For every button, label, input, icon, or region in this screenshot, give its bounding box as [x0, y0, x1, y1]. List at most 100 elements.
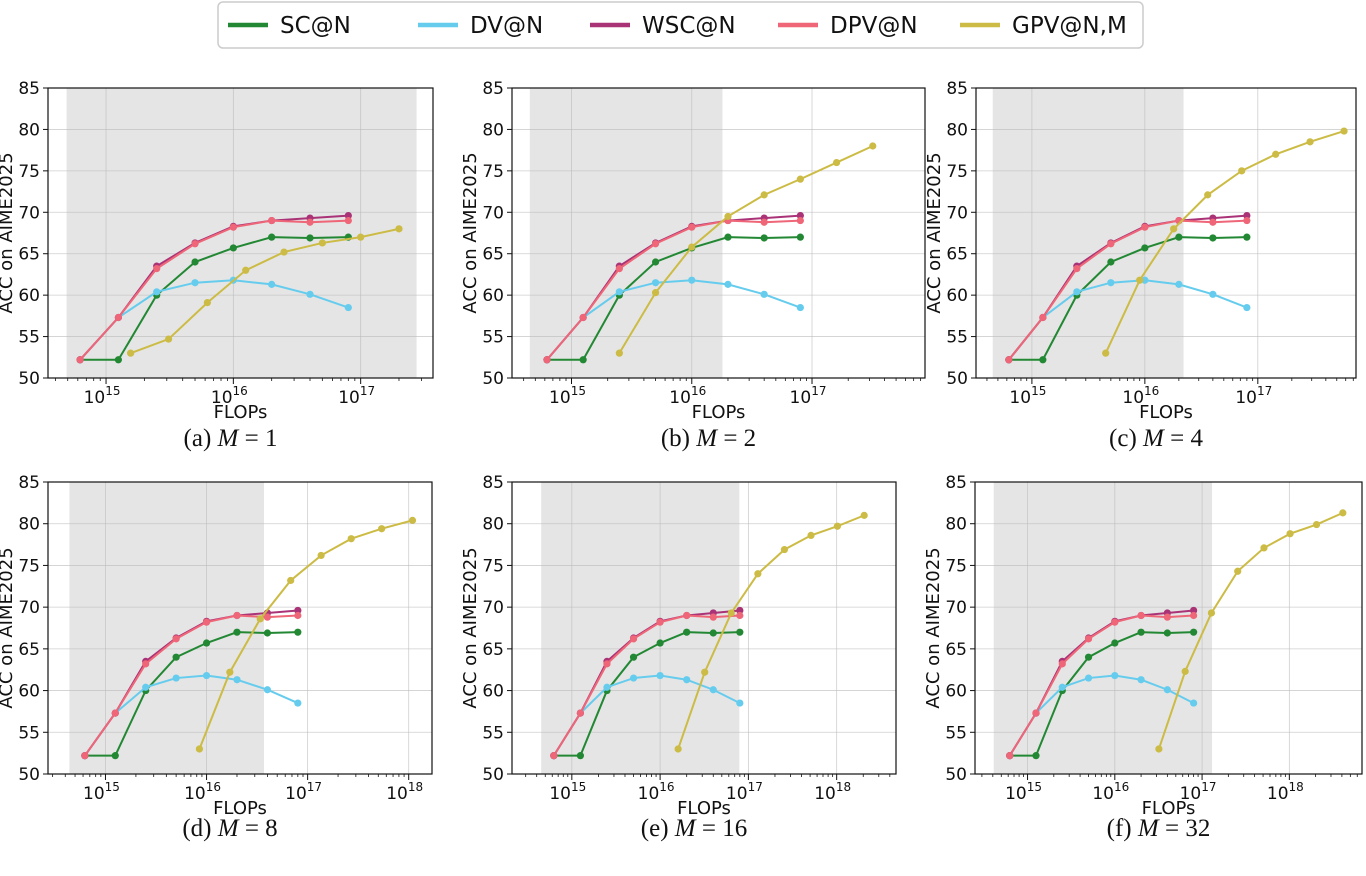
y-tick-label: 85	[482, 79, 504, 99]
data-point-sc	[709, 629, 717, 637]
caption-equals: =	[239, 815, 266, 842]
caption-equals: =	[717, 425, 744, 452]
data-point-dpv	[233, 611, 241, 620]
x-tick-label: 1016	[184, 780, 221, 804]
caption-equals: =	[1159, 815, 1186, 842]
y-tick-label: 85	[18, 79, 40, 99]
x-tick-exponent: 18	[836, 780, 851, 794]
data-point-dv	[1190, 699, 1198, 707]
legend-label: WSC@N	[642, 13, 736, 39]
axes-frame	[975, 87, 1357, 379]
panel-caption: (c) M = 4	[1109, 425, 1203, 452]
data-point-sc	[656, 639, 664, 647]
caption-equals: =	[696, 815, 723, 842]
data-point-dv	[603, 683, 611, 691]
data-point-sc	[306, 234, 314, 242]
y-tick-label: 70	[946, 203, 968, 223]
data-point-gpv	[1339, 509, 1347, 517]
x-axis-label: FLOPs	[214, 402, 268, 423]
x-tick-label: 1015	[84, 384, 121, 408]
x-tick-base: 10	[184, 784, 206, 804]
y-tick-label: 80	[946, 120, 968, 140]
data-point-dpv	[81, 752, 89, 760]
data-point-dpv	[615, 265, 623, 273]
data-point-dpv	[1163, 613, 1171, 621]
shaded-region	[66, 88, 417, 378]
data-point-gpv	[860, 511, 868, 519]
x-axis-label: FLOPs	[1139, 402, 1193, 423]
y-tick-label: 50	[18, 369, 40, 389]
data-point-sc	[1039, 356, 1047, 364]
data-point-sc	[191, 258, 199, 266]
caption-equals: =	[1164, 425, 1191, 452]
y-tick-label: 70	[945, 598, 967, 618]
data-point-dv	[263, 686, 272, 694]
data-point-dpv	[1209, 218, 1217, 226]
data-point-sc	[229, 244, 237, 252]
data-point-dpv	[76, 356, 84, 364]
x-axis-label: FLOPs	[1142, 798, 1196, 819]
legend-label: DV@N	[470, 13, 543, 39]
x-tick-label: 1017	[338, 384, 375, 408]
x-tick-base: 10	[211, 388, 233, 408]
data-point-dpv	[263, 613, 272, 621]
x-tick-label: 1015	[1009, 384, 1046, 408]
y-tick-label: 70	[18, 598, 40, 618]
data-point-gpv	[832, 158, 841, 167]
series-gpv	[127, 225, 403, 357]
y-tick-label: 75	[482, 556, 504, 576]
series-dpv	[1006, 611, 1198, 760]
data-point-gpv	[1272, 150, 1280, 158]
axes-frame	[511, 481, 897, 775]
data-point-dv	[1137, 676, 1145, 684]
y-axis-label: ACC on AIME2025	[0, 547, 17, 708]
data-point-dpv	[229, 223, 237, 231]
data-point-sc	[172, 653, 180, 661]
data-point-sc	[202, 639, 211, 647]
legend-item-gpv: GPV@N,M	[960, 13, 1127, 39]
legend: SC@N DV@N WSC@N DPV@N GPV@N,M	[217, 1, 1144, 49]
data-point-dv	[709, 686, 717, 694]
caption-value: 8	[265, 815, 278, 842]
data-point-dpv	[268, 216, 276, 225]
series-line-gpv	[130, 227, 400, 355]
y-tick-label: 80	[482, 515, 504, 535]
x-axis-label: FLOPs	[213, 798, 267, 819]
data-point-gpv	[242, 266, 250, 274]
data-point-gpv	[203, 299, 211, 307]
y-tick-label: 50	[18, 765, 40, 785]
series-gpv	[615, 142, 877, 357]
data-point-gpv	[226, 668, 234, 676]
y-tick-label: 55	[946, 328, 968, 348]
data-point-dv	[651, 279, 660, 287]
data-point-sc	[1107, 258, 1115, 266]
x-tick-base: 10	[1009, 388, 1031, 408]
y-tick-label: 50	[945, 765, 967, 785]
y-tick-label: 65	[18, 640, 40, 660]
y-tick-label: 85	[482, 473, 504, 493]
y-tick-label: 80	[18, 120, 40, 140]
data-point-dpv	[191, 240, 199, 248]
x-tick-label: 1016	[669, 384, 706, 408]
data-point-sc	[796, 233, 804, 241]
x-tick-base: 10	[1235, 388, 1257, 408]
data-point-sc	[1209, 234, 1217, 242]
axes-frame	[511, 87, 926, 379]
y-tick-label: 65	[945, 640, 967, 660]
y-tick-label: 80	[482, 120, 504, 140]
data-point-gpv	[674, 745, 682, 753]
data-point-dpv	[1039, 313, 1047, 322]
data-point-dv	[268, 280, 276, 288]
data-point-sc	[1243, 233, 1251, 241]
legend-item-dpv: DPV@N	[778, 13, 918, 39]
data-point-dpv	[543, 356, 551, 364]
x-tick-label: 1017	[1235, 384, 1272, 408]
x-tick-exponent: 18	[1289, 780, 1304, 794]
x-tick-base: 10	[669, 388, 691, 408]
data-point-dpv	[1111, 618, 1119, 626]
data-point-sc	[579, 356, 587, 364]
data-point-gpv	[1170, 225, 1178, 233]
series-gpv	[1102, 127, 1348, 357]
